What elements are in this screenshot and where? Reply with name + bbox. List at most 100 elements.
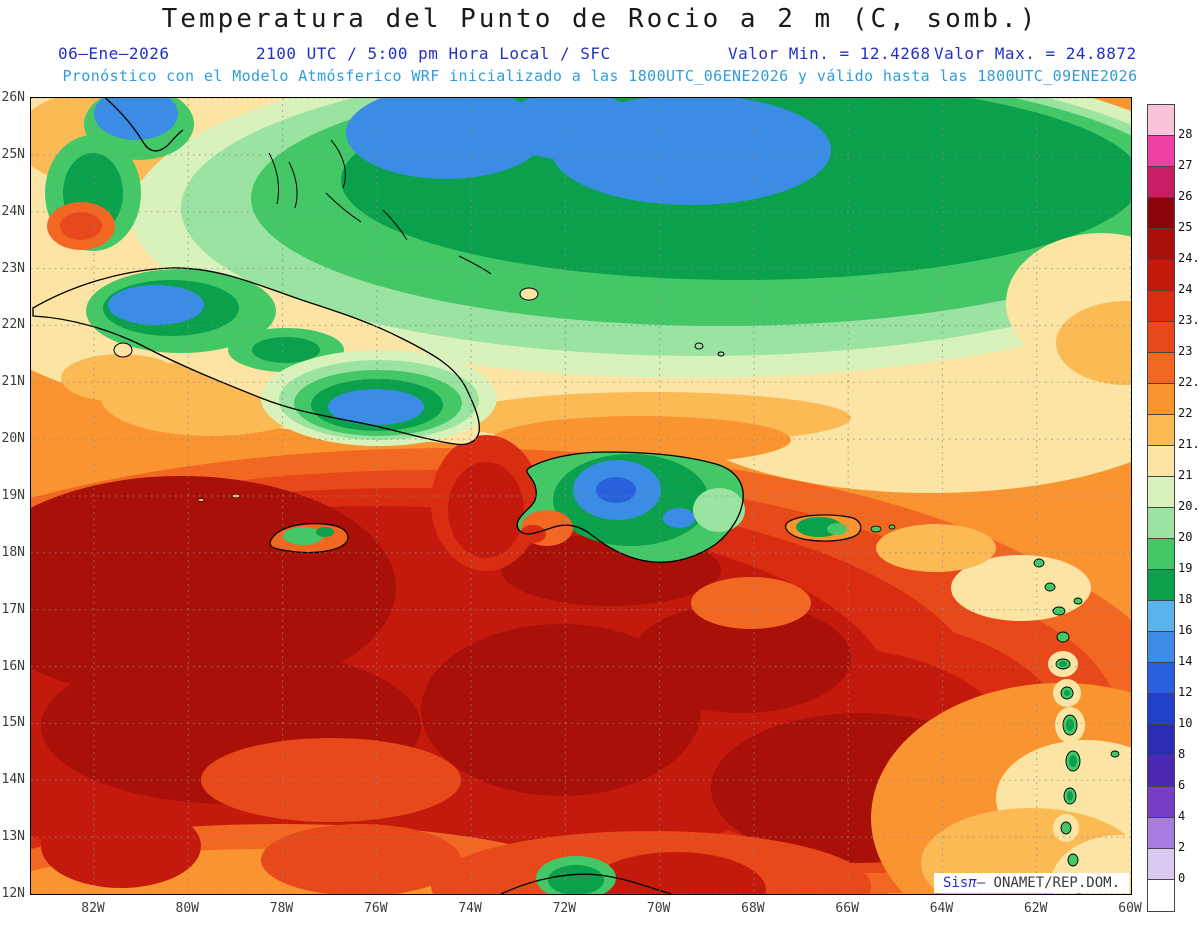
colorbar-tick-label: 25 xyxy=(1178,220,1193,234)
lat-tick-label: 24N xyxy=(1,203,25,219)
colorbar-tick-label: 10 xyxy=(1178,716,1193,730)
colorbar-tick-label: 16 xyxy=(1178,623,1193,637)
florida xyxy=(84,98,194,160)
lat-tick-label: 22N xyxy=(1,317,25,333)
hispaniola xyxy=(516,451,745,563)
dewpoint-map xyxy=(31,98,1131,894)
lon-axis: 82W 80W 78W 76W 74W 72W 70W 68W 66W 64W 62W 60W xyxy=(30,901,1141,923)
colorbar-tick-label: 24.5 xyxy=(1178,251,1200,265)
colorbar-cell xyxy=(1148,477,1174,508)
cuba xyxy=(32,267,497,446)
colorbar-cell xyxy=(1148,167,1174,198)
lat-tick-label: 26N xyxy=(1,90,25,105)
lon-tick-label: 72W xyxy=(552,901,577,916)
colorbar-tick-label: 21.5 xyxy=(1178,437,1200,451)
colorbar-tick-label: 6 xyxy=(1178,778,1186,792)
min-value-label: Valor Min. = 12.4268 xyxy=(728,44,931,63)
lat-tick-label: 14N xyxy=(1,772,25,788)
colorbar-cell xyxy=(1148,353,1174,384)
colorbar-cell xyxy=(1148,849,1174,880)
colorbar-cell xyxy=(1148,198,1174,229)
colorbar-tick-label: 18 xyxy=(1178,592,1193,606)
lat-tick-label: 20N xyxy=(1,431,25,447)
puerto-rico xyxy=(784,514,896,542)
colorbar-cell xyxy=(1148,725,1174,756)
grid-lines xyxy=(31,98,1131,894)
colorbar-tick-label: 14 xyxy=(1178,654,1193,668)
watermark-pi-icon: π xyxy=(968,875,977,891)
bahamas xyxy=(197,139,725,502)
watermark: Sisπ– ONAMET/REP.DOM. xyxy=(933,873,1129,893)
colorbar-cell xyxy=(1148,105,1174,136)
lat-tick-label: 15N xyxy=(1,715,25,731)
colorbar-tick-label: 20 xyxy=(1178,530,1193,544)
colorbar-cell xyxy=(1148,663,1174,694)
colorbar-cell xyxy=(1148,384,1174,415)
colorbar-cell xyxy=(1148,415,1174,446)
lon-tick-label: 78W xyxy=(269,901,294,916)
colorbar-cell xyxy=(1148,694,1174,725)
colorbar-tick-label: 21 xyxy=(1178,468,1193,482)
lat-tick-label: 17N xyxy=(1,601,25,617)
watermark-brand: Sis xyxy=(942,875,969,891)
lat-tick-label: 12N xyxy=(1,886,25,901)
colorbar-cell xyxy=(1148,601,1174,632)
lat-tick-label: 13N xyxy=(1,829,25,845)
max-value-label: Valor Max. = 24.8872 xyxy=(934,44,1137,63)
watermark-suffix: – ONAMET/REP.DOM. xyxy=(976,875,1120,891)
lat-tick-label: 16N xyxy=(1,658,25,674)
page-title: Temperatura del Punto de Rocio a 2 m (C,… xyxy=(161,4,1039,34)
lat-tick-label: 25N xyxy=(1,146,25,162)
colorbar-cell xyxy=(1148,756,1174,787)
forecast-time: 2100 UTC / 5:00 pm Hora Local / SFC xyxy=(256,44,611,63)
south-america-coast xyxy=(500,856,672,894)
forecast-date: 06–Ene–2026 xyxy=(58,44,170,63)
colorbar-tick-label: 2 xyxy=(1178,840,1186,854)
colorbar-tick-label: 27 xyxy=(1178,158,1193,172)
colorbar-cell xyxy=(1148,291,1174,322)
colorbar-cell xyxy=(1148,632,1174,663)
lat-tick-label: 21N xyxy=(1,374,25,390)
colorbar-tick-label: 22.5 xyxy=(1178,375,1200,389)
colorbar-tick-label: 0 xyxy=(1178,871,1186,885)
colorbar-cell xyxy=(1148,539,1174,570)
lat-axis: 26N 25N 24N 23N 22N 21N 20N 19N 18N 17N 16N 15N 14N 1… xyxy=(0,90,28,901)
lon-tick-label: 68W xyxy=(741,901,765,916)
lon-tick-label: 76W xyxy=(364,901,388,916)
colorbar-tick-label: 23 xyxy=(1178,344,1193,358)
colorbar-cell xyxy=(1148,508,1174,539)
colorbar-tick-label: 8 xyxy=(1178,747,1186,761)
lat-tick-label: 23N xyxy=(1,260,25,276)
colorbar-cell xyxy=(1148,260,1174,291)
colorbar-cell xyxy=(1148,136,1174,167)
colorbar-cell xyxy=(1148,818,1174,849)
colorbar-tick-label: 22 xyxy=(1178,406,1193,420)
jamaica xyxy=(269,523,349,554)
model-info-line: Pronóstico con el Modelo Atmósferico WRF… xyxy=(62,67,1138,85)
lon-tick-label: 66W xyxy=(835,901,859,916)
colorbar-cell xyxy=(1148,229,1174,260)
colorbar xyxy=(1147,104,1175,912)
colorbar-tick-label: 26 xyxy=(1178,189,1193,203)
colorbar-cell xyxy=(1148,446,1174,477)
lon-tick-label: 74W xyxy=(458,901,482,916)
lat-tick-label: 19N xyxy=(1,488,25,503)
lon-tick-label: 64W xyxy=(929,901,954,916)
colorbar-cell xyxy=(1148,787,1174,818)
colorbar-tick-label: 12 xyxy=(1178,685,1193,699)
lesser-antilles xyxy=(1033,558,1120,894)
lon-tick-label: 70W xyxy=(646,901,671,916)
lon-tick-label: 60W xyxy=(1118,901,1142,916)
lon-tick-label: 80W xyxy=(175,901,199,916)
colorbar-tick-label: 28 xyxy=(1178,127,1193,141)
colorbar-tick-label: 20.5 xyxy=(1178,499,1200,513)
colorbar-cell xyxy=(1148,570,1174,601)
colorbar-tick-label: 19 xyxy=(1178,561,1193,575)
lon-tick-label: 62W xyxy=(1023,901,1048,916)
colorbar-tick-label: 24 xyxy=(1178,282,1193,296)
map-plot: Sisπ– ONAMET/REP.DOM. xyxy=(30,97,1132,895)
colorbar-tick-label: 4 xyxy=(1178,809,1186,823)
colorbar-cell xyxy=(1148,880,1174,911)
colorbar-cell xyxy=(1148,322,1174,353)
